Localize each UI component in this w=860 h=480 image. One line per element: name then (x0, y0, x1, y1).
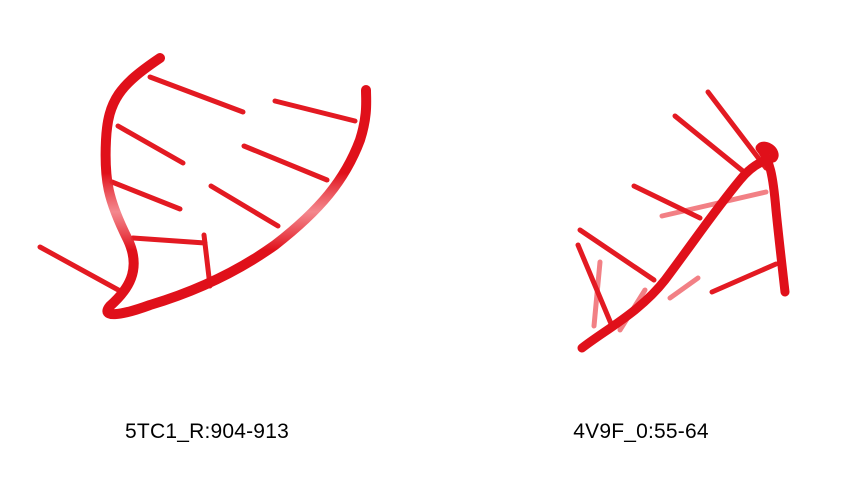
structure-panel-left: 5TC1_R:904-913 (37, 53, 372, 443)
rna-hairpin-cartoon-icon (575, 89, 790, 353)
structure-panel-right: 4V9F_0:55-64 (430, 0, 860, 480)
structure-caption: 4V9F_0:55-64 (573, 420, 709, 443)
rna-hairpin-cartoon-icon (37, 53, 372, 320)
backbone-tube (577, 141, 790, 353)
structure-caption: 5TC1_R:904-913 (125, 420, 289, 443)
base-sticks (37, 74, 358, 295)
base-sticks (575, 89, 779, 329)
backbone-tube (100, 53, 372, 320)
